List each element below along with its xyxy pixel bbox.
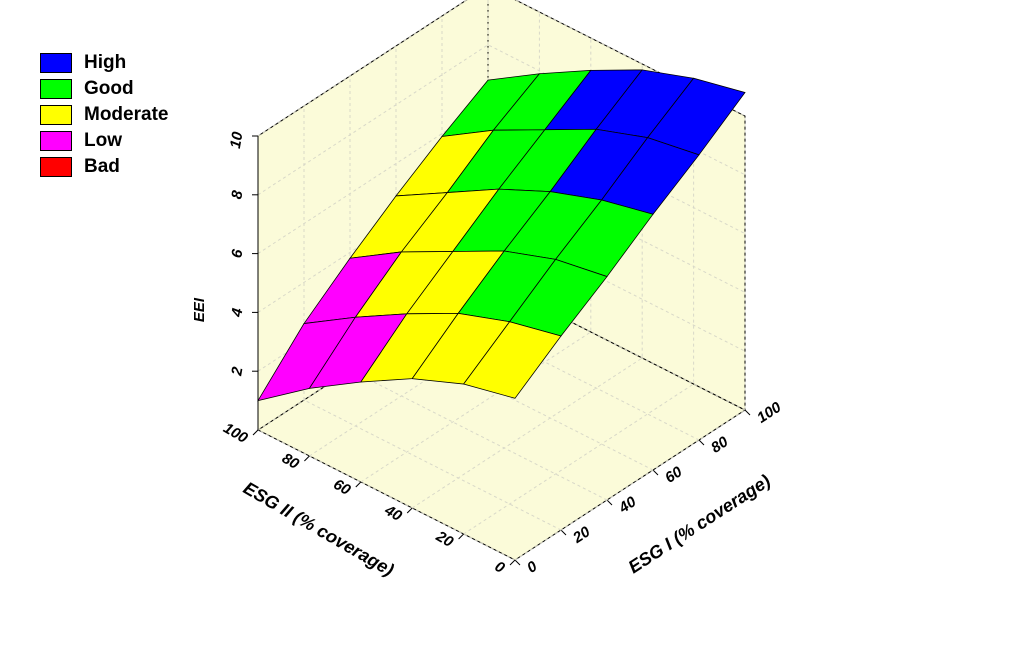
x-tick <box>606 499 613 506</box>
legend-swatch <box>40 53 72 73</box>
legend-label: Good <box>84 78 134 99</box>
legend-swatch <box>40 105 72 125</box>
z-tick-label: 6 <box>228 247 246 259</box>
legend-item: Moderate <box>40 102 168 128</box>
x-tick-label: 20 <box>569 523 594 547</box>
x-tick-label: 60 <box>662 463 686 487</box>
legend-swatch <box>40 157 72 177</box>
x-tick <box>514 559 521 566</box>
z-tick-label: 4 <box>228 306 246 319</box>
x-axis-title: ESG I (% coverage) <box>625 471 774 578</box>
y-tick-label: 20 <box>432 527 456 551</box>
x-tick-label: 80 <box>708 433 732 457</box>
y-tick-label: 100 <box>220 420 251 448</box>
x-tick-label: 100 <box>754 398 785 426</box>
x-tick-label: 0 <box>524 558 541 577</box>
legend-item: Bad <box>40 154 168 180</box>
grid-line <box>257 161 746 313</box>
legend-swatch <box>40 79 72 99</box>
grid-line <box>257 0 746 137</box>
x-tick <box>560 529 567 536</box>
legend-item: Good <box>40 76 168 102</box>
x-tick-label: 40 <box>615 493 640 517</box>
grid-line <box>257 103 746 255</box>
legend-swatch <box>40 131 72 151</box>
z-tick-label: 2 <box>228 365 246 378</box>
y-tick <box>355 481 362 488</box>
x-tick <box>652 469 659 476</box>
y-tick <box>304 455 310 462</box>
legend-label: High <box>84 52 127 73</box>
legend-label: Low <box>84 130 122 151</box>
grid-line <box>257 44 746 196</box>
legend-label: Bad <box>84 156 120 177</box>
legend-label: Moderate <box>84 104 169 125</box>
grid-line <box>463 90 695 535</box>
y-tick-label: 40 <box>381 501 405 525</box>
x-tick <box>744 409 751 416</box>
y-tick <box>252 429 259 436</box>
y-tick-label: 0 <box>492 558 508 577</box>
surface-cell <box>462 321 562 399</box>
z-axis-title: EEI <box>191 297 208 322</box>
y-tick <box>406 507 413 514</box>
z-tick-label: 10 <box>227 130 247 150</box>
y-tick <box>458 533 464 540</box>
y-tick-label: 60 <box>330 476 354 499</box>
y-tick-label: 80 <box>279 450 303 473</box>
grid-line <box>514 116 746 561</box>
x-tick <box>698 439 705 446</box>
legend-item: Low <box>40 128 168 154</box>
z-tick-label: 8 <box>228 189 246 201</box>
legend-item: High <box>40 50 168 76</box>
y-tick <box>509 559 516 566</box>
legend: High Good Moderate Low Bad <box>40 50 168 180</box>
y-axis-title: ESG II (% coverage) <box>240 478 397 580</box>
